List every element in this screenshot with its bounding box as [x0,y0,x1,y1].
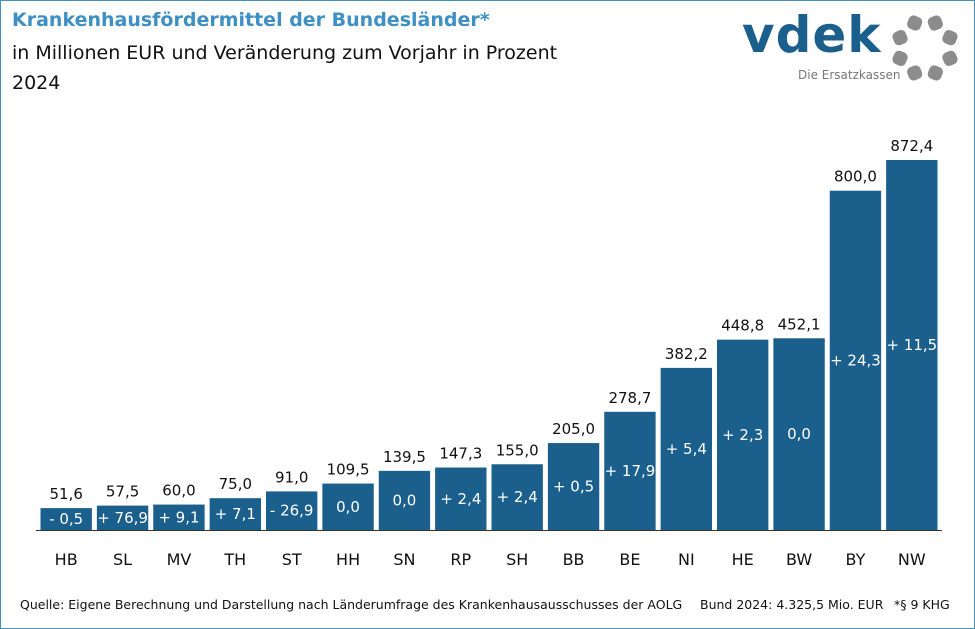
bar-st [266,491,318,530]
category-label: RP [450,550,471,569]
change-label: 0,0 [787,425,811,443]
value-label: 872,4 [890,137,933,155]
logo-dot [942,50,958,66]
category-label: TH [223,550,246,569]
value-label: 800,0 [834,168,877,186]
bar-he [717,339,769,530]
category-label: MV [167,550,192,569]
change-label: + 7,1 [215,505,256,523]
category-label: SL [113,550,132,569]
logo-dot [892,30,908,46]
category-label: SN [393,550,415,569]
bar-th [209,498,261,530]
value-label: 452,1 [778,315,821,333]
bar-sh [491,464,543,530]
vdek-logo: vdek Die Ersatzkassen [742,6,964,90]
source-note: Quelle: Eigene Berechnung und Darstellun… [20,597,683,612]
chart-year: 2024 [12,72,61,94]
category-label: NW [898,550,926,569]
change-label: + 76,9 [97,509,148,527]
bar-hb [40,508,92,530]
category-label: ST [282,550,302,569]
change-label: - 26,9 [270,502,314,520]
bar-bw [773,338,825,530]
bar-by [829,190,882,530]
value-label: 147,3 [439,445,482,463]
change-label: + 2,4 [440,490,481,508]
value-label: 51,6 [49,485,82,503]
footnote: *§ 9 KHG [894,597,950,612]
category-label: BB [563,550,585,569]
logo-wordmark: vdek [742,6,882,64]
bar-rp [435,467,487,530]
value-label: 139,5 [383,448,426,466]
bar-hh [322,483,374,530]
value-label: 60,0 [162,482,195,500]
logo-dot [907,15,923,31]
logo-dot [892,50,908,66]
change-label: + 17,9 [605,462,656,480]
change-label: + 0,5 [553,478,594,496]
change-label: + 5,4 [666,440,707,458]
value-label: 91,0 [275,468,308,486]
chart-subtitle: in Millionen EUR und Veränderung zum Vor… [12,42,558,64]
bar-ni [660,367,712,530]
logo-dot [907,65,923,81]
change-label: 0,0 [393,491,417,509]
value-label: 382,2 [665,345,708,363]
category-label: BE [619,550,640,569]
category-label: BW [786,550,812,569]
value-label: 109,5 [327,461,370,479]
chart-title: Krankenhausfördermittel der Bundesländer… [12,9,490,31]
change-label: + 2,4 [497,488,538,506]
category-label: HB [55,550,78,569]
value-label: 278,7 [608,389,651,407]
bar-nw [886,160,938,530]
bar-sn [378,470,431,530]
category-label: HH [336,550,360,569]
circle-dots-logo-icon [892,15,958,81]
value-label: 57,5 [106,483,139,501]
value-label: 75,0 [219,475,252,493]
bar-sl [96,505,149,530]
change-label: - 0,5 [49,510,83,528]
category-label: BY [846,550,866,569]
total-note: Bund 2024: 4.325,5 Mio. EUR [700,597,884,612]
logo-dot [927,65,943,81]
category-label: HE [732,550,754,569]
change-label: + 2,3 [722,426,763,444]
value-label: 155,0 [496,441,539,459]
change-label: + 24,3 [830,351,881,369]
change-label: + 11,5 [886,336,937,354]
category-label: SH [506,550,528,569]
change-label: + 9,1 [158,508,199,526]
logo-dot [942,30,958,46]
bar-be [604,411,656,530]
bar-mv [153,504,205,530]
logo-tagline: Die Ersatzkassen [798,68,901,82]
change-label: 0,0 [336,498,360,516]
value-label: 205,0 [552,420,595,438]
value-label: 448,8 [721,317,764,335]
logo-dot [927,15,943,31]
bar-bb [547,443,600,530]
category-label: NI [678,550,695,569]
